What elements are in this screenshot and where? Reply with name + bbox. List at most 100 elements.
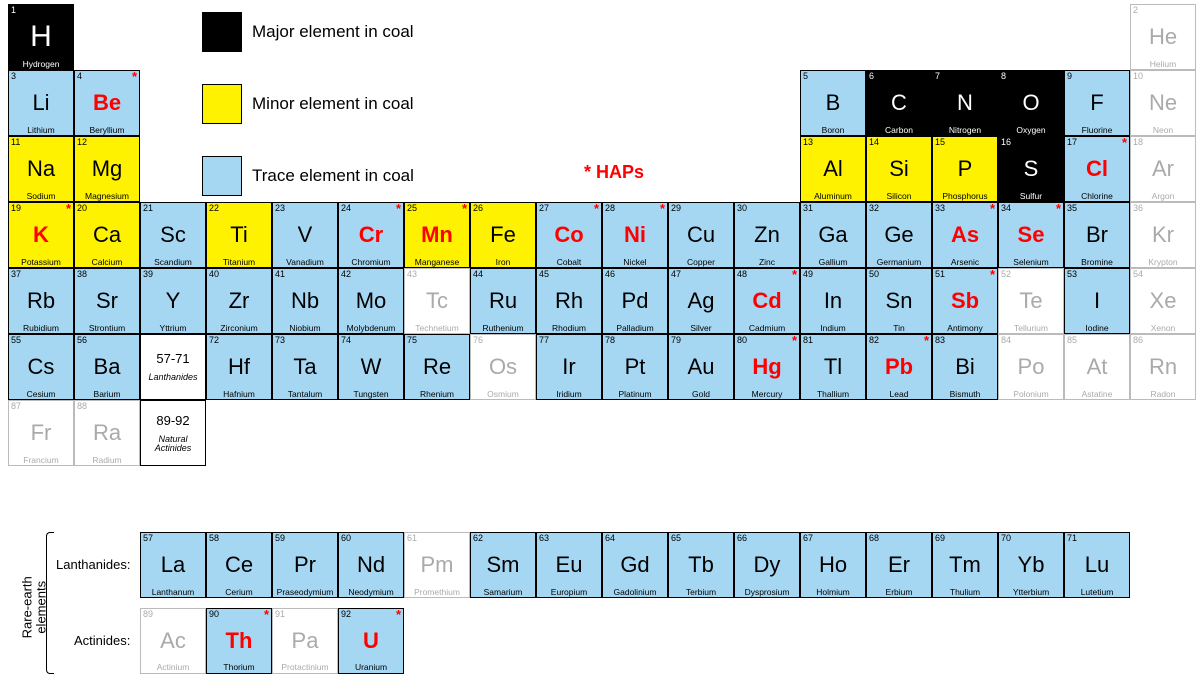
atomic-number: 42 xyxy=(341,270,351,279)
element-cell-na: 11NaSodium xyxy=(8,136,74,202)
element-cell-li: 3LiLithium xyxy=(8,70,74,136)
element-name: Uranium xyxy=(341,663,401,672)
element-cell-rn: 86RnRadon xyxy=(1130,334,1196,400)
element-symbol: Ar xyxy=(1133,158,1193,180)
element-symbol: P xyxy=(935,158,995,180)
atomic-number: 27 xyxy=(539,204,549,213)
element-cell-yb: 70YbYtterbium xyxy=(998,532,1064,598)
element-name: Osmium xyxy=(473,390,533,399)
element-name: Actinium xyxy=(143,663,203,672)
element-cell-i: 53IIodine xyxy=(1064,268,1130,334)
element-cell-y: 39YYttrium xyxy=(140,268,206,334)
atomic-number: 70 xyxy=(1001,534,1011,543)
element-symbol: Cd xyxy=(737,290,797,312)
element-name: Gold xyxy=(671,390,731,399)
atomic-number: 26 xyxy=(473,204,483,213)
element-symbol: Ge xyxy=(869,224,929,246)
element-cell-k: 19*KPotassium xyxy=(8,202,74,268)
legend-label: Minor element in coal xyxy=(252,94,414,114)
element-cell-lu: 71LuLutetium xyxy=(1064,532,1130,598)
element-symbol: Ag xyxy=(671,290,731,312)
element-name: Cobalt xyxy=(539,258,599,267)
element-symbol: Mo xyxy=(341,290,401,312)
element-cell-os: 76OsOsmium xyxy=(470,334,536,400)
element-symbol: B xyxy=(803,92,863,114)
element-symbol: Fr xyxy=(11,422,71,444)
element-cell-as: 33*AsArsenic xyxy=(932,202,998,268)
atomic-number: 82 xyxy=(869,336,879,345)
element-name: Arsenic xyxy=(935,258,995,267)
element-name: Promethium xyxy=(407,588,467,597)
atomic-number: 33 xyxy=(935,204,945,213)
element-symbol: Fe xyxy=(473,224,533,246)
element-symbol: Er xyxy=(869,554,929,576)
atomic-number: 28 xyxy=(605,204,615,213)
atomic-number: 13 xyxy=(803,138,813,147)
element-name: Copper xyxy=(671,258,731,267)
element-name: Rhodium xyxy=(539,324,599,333)
atomic-number: 69 xyxy=(935,534,945,543)
element-name: Molybdenum xyxy=(341,324,401,333)
element-name: Boron xyxy=(803,126,863,135)
element-symbol: Sc xyxy=(143,224,203,246)
element-name: Hydrogen xyxy=(11,60,71,69)
element-cell-sb: 51*SbAntimony xyxy=(932,268,998,334)
atomic-number: 39 xyxy=(143,270,153,279)
element-cell-hf: 72HfHafnium xyxy=(206,334,272,400)
element-name: Tellurium xyxy=(1001,324,1061,333)
atomic-number: 62 xyxy=(473,534,483,543)
element-cell-co: 27*CoCobalt xyxy=(536,202,602,268)
legend-swatch xyxy=(202,156,242,196)
element-symbol: F xyxy=(1067,92,1127,114)
element-symbol: Si xyxy=(869,158,929,180)
element-symbol: Os xyxy=(473,356,533,378)
element-symbol: Xe xyxy=(1133,290,1193,312)
hap-star-icon: * xyxy=(462,204,467,213)
element-name: Tantalum xyxy=(275,390,335,399)
element-name: Lead xyxy=(869,390,929,399)
atomic-number: 55 xyxy=(11,336,21,345)
element-symbol: Pm xyxy=(407,554,467,576)
atomic-number: 53 xyxy=(1067,270,1077,279)
element-name: Radium xyxy=(77,456,137,465)
element-name: Neodymium xyxy=(341,588,401,597)
element-name: Zinc xyxy=(737,258,797,267)
element-cell-ge: 32GeGermanium xyxy=(866,202,932,268)
element-cell-pm: 61PmPromethium xyxy=(404,532,470,598)
atomic-number: 90 xyxy=(209,610,219,619)
series-link-cell: 89-92Natural Actinides xyxy=(140,400,206,466)
element-symbol: Ca xyxy=(77,224,137,246)
element-symbol: Ra xyxy=(77,422,137,444)
element-cell-be: 4*BeBeryllium xyxy=(74,70,140,136)
element-symbol: U xyxy=(341,630,401,652)
atomic-number: 81 xyxy=(803,336,813,345)
element-cell-mg: 12MgMagnesium xyxy=(74,136,140,202)
element-cell-ru: 44RuRuthenium xyxy=(470,268,536,334)
atomic-number: 40 xyxy=(209,270,219,279)
element-symbol: W xyxy=(341,356,401,378)
element-name: Phosphorus xyxy=(935,192,995,201)
element-symbol: He xyxy=(1133,26,1193,48)
atomic-number: 36 xyxy=(1133,204,1143,213)
element-cell-ti: 22TiTitanium xyxy=(206,202,272,268)
legend-swatch xyxy=(202,84,242,124)
element-name: Sulfur xyxy=(1001,192,1061,201)
atomic-number: 48 xyxy=(737,270,747,279)
element-name: Protactinium xyxy=(275,663,335,672)
element-symbol: Pt xyxy=(605,356,665,378)
element-cell-nd: 60NdNeodymium xyxy=(338,532,404,598)
element-name: Tin xyxy=(869,324,929,333)
atomic-number: 2 xyxy=(1133,6,1138,15)
element-symbol: Nd xyxy=(341,554,401,576)
legend-item: Minor element in coal xyxy=(202,84,414,124)
element-name: Technetium xyxy=(407,324,467,333)
element-symbol: Pr xyxy=(275,554,335,576)
series-range: 57-71 xyxy=(143,352,203,365)
atomic-number: 71 xyxy=(1067,534,1077,543)
element-name: Strontium xyxy=(77,324,137,333)
element-name: Sodium xyxy=(11,192,71,201)
element-cell-n: 7NNitrogen xyxy=(932,70,998,136)
lanthanides-label: Lanthanides: xyxy=(56,557,130,572)
atomic-number: 88 xyxy=(77,402,87,411)
element-cell-au: 79AuGold xyxy=(668,334,734,400)
